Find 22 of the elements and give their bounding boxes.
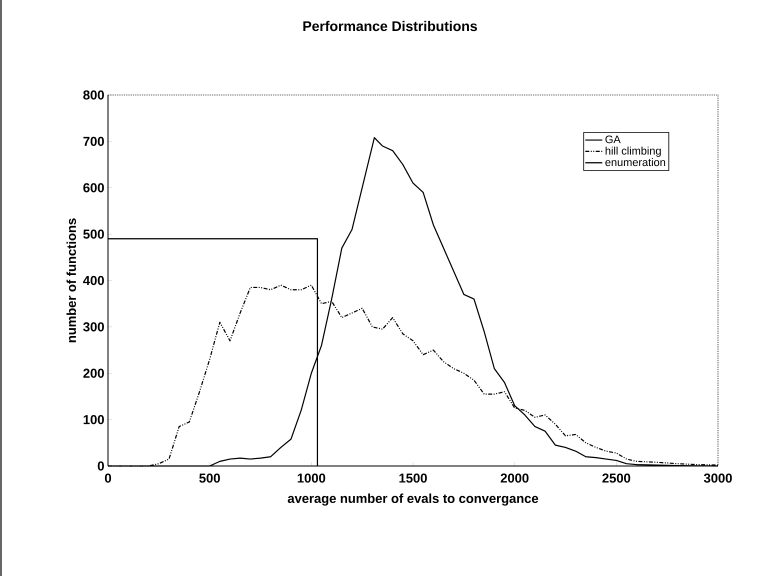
x-tick-label: 0 bbox=[104, 474, 112, 483]
y-tick-label: 0 bbox=[98, 461, 104, 471]
x-tick-label: 2000 bbox=[500, 474, 529, 483]
legend-label: GA bbox=[605, 136, 621, 144]
y-tick-label: 300 bbox=[83, 322, 104, 332]
y-tick-label: 700 bbox=[83, 136, 104, 146]
y-tick-label: 500 bbox=[83, 230, 104, 239]
chart-title: Performance Distributions bbox=[303, 20, 477, 32]
legend-label: enumeration bbox=[605, 158, 666, 166]
x-tick-label: 1500 bbox=[399, 474, 427, 483]
x-tick-label: 3000 bbox=[704, 474, 732, 483]
y-tick-label: 400 bbox=[83, 276, 104, 286]
x-tick-label: 500 bbox=[199, 474, 220, 483]
y-axis-title: number of functions bbox=[66, 218, 76, 342]
y-tick-label: 200 bbox=[83, 368, 104, 378]
y-tick-label: 600 bbox=[83, 183, 104, 192]
x-tick-label: 2500 bbox=[602, 474, 630, 483]
x-axis-title: average number of evals to convergance bbox=[288, 494, 538, 506]
y-tick-label: 800 bbox=[83, 90, 104, 100]
x-tick-label: 1000 bbox=[298, 474, 326, 483]
legend-label: hill climbing bbox=[606, 146, 661, 157]
y-tick-label: 100 bbox=[84, 415, 104, 424]
